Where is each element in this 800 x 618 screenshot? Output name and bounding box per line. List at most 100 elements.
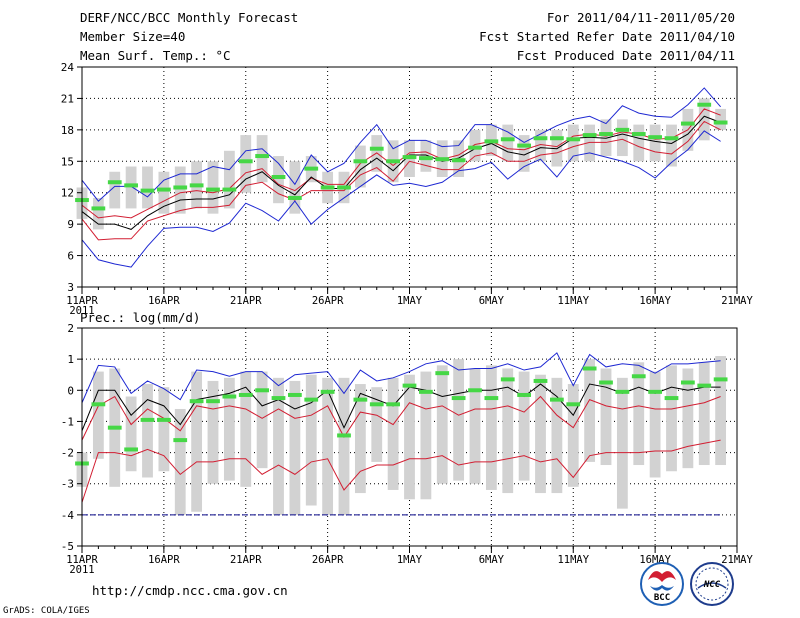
forecast-produced: Fcst Produced Date 2011/04/11 [517,48,735,63]
precip-range-box [485,365,497,490]
precip-y-tick-label: -1 [61,415,74,428]
precip-range-box [682,368,694,469]
precip-observed-marker [615,389,630,394]
temp-x-tick-label: 1MAY [397,295,423,307]
precip-range-box [518,371,530,481]
temp-observed-marker [173,185,188,190]
temp-x-tick-label: 21APR [230,295,262,307]
temp-observed-marker [615,127,630,132]
precip-range-box [387,377,399,490]
temp-range-box [633,124,645,162]
temp-observed-marker [287,195,302,200]
precip-series-lower-spread [81,439,721,503]
temp-x-tick-label: 6MAY [479,295,505,307]
temp-range-box [420,140,432,172]
precip-observed-marker [468,388,482,393]
precipitation-panel: -5 -4 -3 -2 -1 0 1 2 11APR 16APR 21APR 26APR 1MAY 6MA… [61,322,754,576]
precip-observed-marker [402,383,417,388]
precip-observed-marker [206,399,220,404]
temp-range-box [567,124,579,162]
precip-range-box [584,359,596,462]
precip-series-upper-spread [81,395,721,441]
bcc-logo-text: BCC [654,593,670,603]
temp-range-box [223,150,235,209]
temp-series-ensemble-median [81,115,721,230]
precip-x-tick-label: 26APR [312,554,344,566]
precip-range-box [256,371,268,469]
precip-range-box [273,377,284,515]
precip-range-box [469,368,481,484]
temp-range-box [354,145,366,188]
temp-range-box [109,171,121,209]
temp-observed-marker [156,187,171,192]
precip-observed-marker [287,392,302,397]
temp-x-tick-label: 11MAY [557,295,589,307]
temp-x-tick-label: 16APR [148,295,180,307]
precip-observed-marker [222,394,237,399]
precip-observed-marker [255,388,270,393]
temp-observed-marker [320,185,335,190]
temp-observed-marker [517,143,532,148]
variable-label: Mean Surf. Temp.: °C [80,48,231,63]
precip-year-label: 2011 [69,564,94,576]
precip-observed-marker [337,433,351,438]
temp-range-box [535,129,546,162]
temp-range-box [518,135,530,172]
temp-observed-marker [451,158,466,163]
temp-observed-marker [468,145,482,150]
temp-range-box [158,171,170,214]
temp-observed-marker [222,187,237,192]
precip-range-box [567,384,579,487]
temp-observed-marker [631,132,646,137]
precip-observed-marker [369,402,384,407]
precip-observed-marker [648,389,663,394]
temp-observed-marker [91,206,106,211]
temp-observed-marker [386,159,401,164]
precip-y-tick-label: -3 [61,478,74,491]
temp-range-box [502,124,514,162]
precip-observed-marker [435,371,450,376]
precip-observed-marker [582,366,597,371]
precip-range-box [535,374,546,494]
precip-observed-marker [91,402,106,407]
precip-range-box [666,365,677,472]
precip-range-box [616,377,628,509]
grads-credit: GrADS: COLA/IGES [3,606,90,616]
temp-range-box [92,197,104,230]
temp-y-tick-label: 3 [67,281,74,294]
precip-range-box [305,374,317,506]
temp-observed-marker [599,132,613,137]
precip-range-box [420,371,432,500]
precip-y-tick-label: 2 [67,322,74,335]
temp-observed-marker [648,135,663,140]
precip-observed-marker [238,392,253,397]
precip-observed-marker [549,397,564,402]
precip-observed-marker [418,389,433,394]
temp-range-box [273,156,284,204]
precip-range-box [240,371,252,487]
temp-year-label: 2011 [69,305,94,317]
temp-y-tick-label: 24 [61,61,75,74]
temp-y-tick-label: 18 [61,124,74,137]
temp-range-box [649,124,661,162]
temp-observed-marker [582,133,597,138]
precip-x-tick-label: 1MAY [397,554,423,566]
temp-x-tick-label: 26APR [312,295,344,307]
chart-title: DERF/NCC/BCC Monthly Forecast [80,10,298,25]
precip-y-tick-label: -2 [61,447,74,460]
precip-range-box [125,396,137,472]
temp-range-box [616,119,628,157]
precip-range-box [354,384,366,494]
precip-observed-marker [680,380,695,385]
temp-range-box [125,166,137,209]
precip-y-tick-label: 1 [67,353,74,366]
source-url[interactable]: http://cmdp.ncc.cma.gov.cn [92,583,288,598]
ncc-logo-text: NCC [703,580,721,590]
precip-observed-marker [140,417,155,422]
temp-observed-marker [271,175,286,179]
temp-y-tick-label: 6 [67,250,74,263]
temp-observed-marker [238,159,253,164]
temp-range-box [240,135,252,193]
ncc-logo: NCC [690,562,734,606]
